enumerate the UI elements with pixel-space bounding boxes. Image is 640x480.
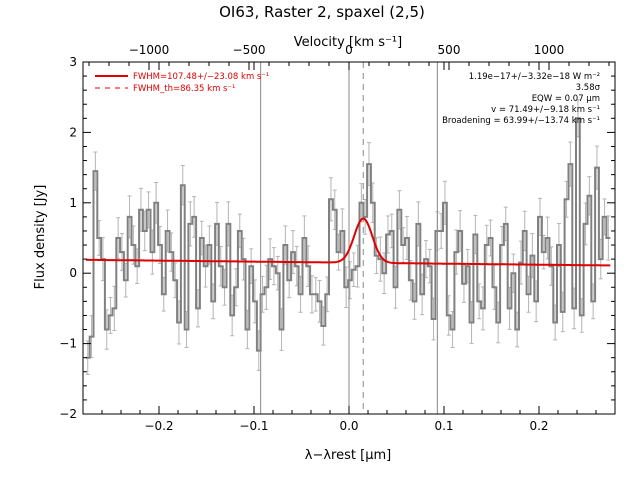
x-axis-label: λ−λrest [μm] <box>305 448 391 463</box>
top-tick-label: 500 <box>438 43 461 57</box>
legend: FWHM=107.48+/−23.08 km s⁻¹ FWHM_th=86.35… <box>95 72 269 94</box>
chart-title: OI63, Raster 2, spaxel (2,5) <box>219 3 425 21</box>
top-tick-label: 1000 <box>534 43 565 57</box>
top-axis-label: Velocity [km s⁻¹] <box>294 35 402 50</box>
x-tick-label: 0.2 <box>529 419 548 433</box>
annotation-velocity: v = 71.49+/−9.18 km s⁻¹ <box>491 105 600 115</box>
axis-ticks: −0.2 −0.1 0.0 0.1 0.2 −1000 −500 0 500 1000 −2 −1 0 1… <box>59 43 615 433</box>
y-tick-label: 1 <box>69 196 77 210</box>
reference-lines <box>260 62 438 414</box>
y-axis-label: Flux density [Jy] <box>33 185 48 290</box>
data-series <box>85 117 611 359</box>
top-tick-label: 0 <box>345 43 353 57</box>
x-tick-label: 0.1 <box>434 419 453 433</box>
spectrum-step-line <box>85 117 611 359</box>
fit-annotations: 1.19e−17+/−3.32e−18 W m⁻² 3.58σ EQW = 0.… <box>442 72 601 126</box>
fit-series <box>85 217 611 267</box>
y-tick-label: −1 <box>59 337 77 351</box>
top-tick-label: −500 <box>233 43 266 57</box>
annotation-eqw: EQW = 0.07 μm <box>532 94 600 104</box>
error-bars <box>85 99 611 375</box>
annotation-broadening: Broadening = 63.99+/−13.74 km s⁻¹ <box>442 116 600 126</box>
annotation-significance: 3.58σ <box>576 83 601 93</box>
y-tick-label: 3 <box>69 55 77 69</box>
gaussian-fit-line <box>85 217 611 267</box>
legend-fit-label: FWHM=107.48+/−23.08 km s⁻¹ <box>133 72 269 82</box>
x-tick-label: −0.1 <box>239 419 268 433</box>
y-tick-label: 2 <box>69 125 77 139</box>
x-tick-label: 0.0 <box>339 419 358 433</box>
annotation-flux: 1.19e−17+/−3.32e−18 W m⁻² <box>469 72 600 82</box>
x-tick-label: −0.2 <box>144 419 173 433</box>
y-tick-label: 0 <box>69 266 77 280</box>
y-tick-label: −2 <box>59 407 77 421</box>
top-tick-label: −1000 <box>129 43 170 57</box>
legend-fwhm-th-label: FWHM_th=86.35 km s⁻¹ <box>133 84 235 94</box>
